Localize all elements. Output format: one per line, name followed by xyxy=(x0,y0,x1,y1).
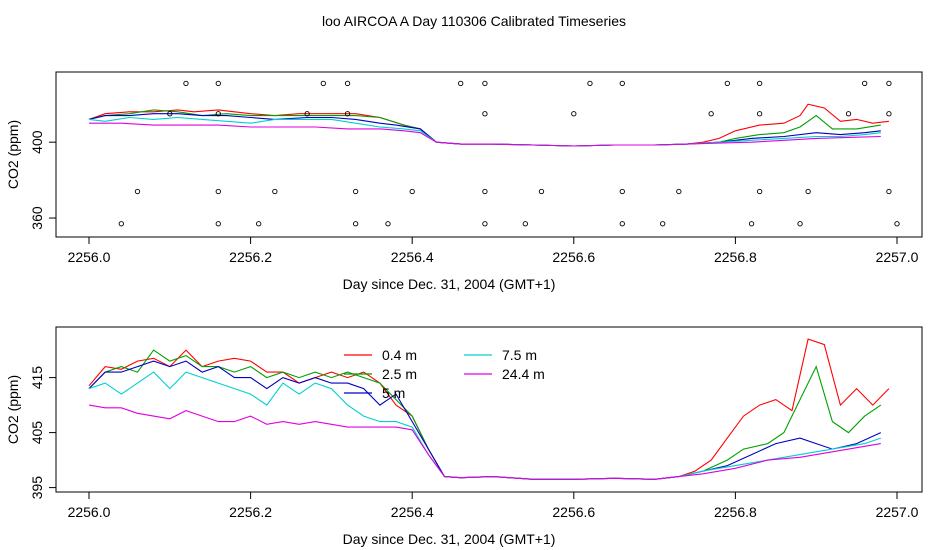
x-tick-label: 2256.4 xyxy=(391,249,434,265)
data-point-marker xyxy=(522,221,528,227)
data-point-marker xyxy=(886,80,892,87)
x-tick-label: 2256.6 xyxy=(552,504,595,520)
x-tick-label: 2256.6 xyxy=(552,249,595,265)
series-line xyxy=(88,349,882,480)
data-point-marker xyxy=(894,221,900,227)
legend-label: 0.4 m xyxy=(382,347,417,363)
x-tick-label: 2256.8 xyxy=(714,504,757,520)
plot-frame xyxy=(55,326,923,493)
x-axis-label: Day since Dec. 31, 2004 (GMT+1) xyxy=(343,276,556,292)
data-point-marker xyxy=(797,221,803,227)
data-point-marker xyxy=(167,111,173,117)
data-point-marker xyxy=(183,80,189,87)
x-tick-label: 2256.8 xyxy=(714,249,757,265)
data-point-marker xyxy=(272,188,278,195)
data-point-marker xyxy=(482,221,488,227)
bottom-panel: 2256.0 2256.2 2256.4 2256.6 2256.8 2257.0 395 4… xyxy=(5,326,923,547)
data-point-marker xyxy=(660,221,666,227)
data-point-marker xyxy=(118,221,124,227)
data-point-marker xyxy=(482,80,488,87)
data-point-marker xyxy=(215,188,221,195)
chart-title: loo AIRCOA A Day 110306 Calibrated Times… xyxy=(322,13,626,29)
data-point-marker xyxy=(482,188,488,195)
data-point-marker xyxy=(805,188,811,195)
y-axis-label: CO2 (ppm) xyxy=(5,120,21,189)
data-point-marker xyxy=(409,188,415,195)
y-tick-label: 400 xyxy=(29,130,45,154)
data-point-marker xyxy=(215,221,221,227)
y-tick-label: 395 xyxy=(29,476,45,500)
data-point-marker xyxy=(862,80,868,87)
data-point-marker xyxy=(256,221,262,227)
data-point-marker xyxy=(320,80,326,87)
data-point-marker xyxy=(756,111,763,117)
x-tick-label: 2257.0 xyxy=(876,249,919,265)
data-point-marker xyxy=(619,221,625,227)
data-point-marker xyxy=(458,80,464,87)
data-point-marker xyxy=(215,111,221,117)
data-point-marker xyxy=(886,188,892,195)
y-tick-label: 360 xyxy=(29,206,45,230)
y-axis-label: CO2 (ppm) xyxy=(5,375,21,444)
series-line xyxy=(88,371,881,480)
data-point-marker xyxy=(708,111,714,117)
data-point-marker xyxy=(724,80,730,87)
series-line xyxy=(89,122,881,147)
data-point-marker xyxy=(304,111,310,117)
data-point-marker xyxy=(756,80,763,87)
legend-label: 5 m xyxy=(382,385,405,401)
legend-label: 24.4 m xyxy=(502,366,545,382)
x-axis-label: Day since Dec. 31, 2004 (GMT+1) xyxy=(343,531,556,547)
legend-label: 2.5 m xyxy=(382,366,417,382)
data-point-marker xyxy=(215,80,221,87)
series-line xyxy=(88,113,881,147)
data-point-marker xyxy=(385,221,391,227)
data-point-marker xyxy=(538,188,545,195)
series-line xyxy=(88,116,881,147)
x-tick-label: 2256.0 xyxy=(68,504,111,520)
data-point-marker xyxy=(756,188,763,195)
data-point-marker xyxy=(619,80,625,87)
data-point-marker xyxy=(344,111,351,117)
x-tick-label: 2257.0 xyxy=(876,504,919,520)
legend-label: 7.5 m xyxy=(502,347,537,363)
top-panel: 2256.0 2256.2 2256.4 2256.6 2256.8 2257.0 360 4… xyxy=(5,71,923,292)
data-point-marker xyxy=(886,111,892,117)
plot-frame xyxy=(55,71,923,238)
y-tick-label: 405 xyxy=(29,421,45,445)
data-point-marker xyxy=(352,221,359,227)
y-tick-label: 415 xyxy=(29,366,45,390)
data-point-marker xyxy=(587,80,593,87)
series-line xyxy=(88,338,890,480)
x-tick-label: 2256.4 xyxy=(391,504,434,520)
data-point-marker xyxy=(571,111,577,117)
series-line xyxy=(88,360,882,480)
x-tick-label: 2256.0 xyxy=(68,249,111,265)
x-tick-label: 2256.2 xyxy=(229,249,272,265)
data-point-marker xyxy=(676,188,682,195)
data-point-marker xyxy=(352,188,359,195)
data-point-marker xyxy=(482,111,488,117)
series-line xyxy=(88,404,881,480)
data-point-marker xyxy=(845,111,852,117)
data-point-marker xyxy=(344,80,351,87)
data-point-marker xyxy=(619,188,625,195)
data-point-marker xyxy=(134,188,141,195)
data-point-marker xyxy=(748,221,755,227)
x-tick-label: 2256.2 xyxy=(229,504,272,520)
